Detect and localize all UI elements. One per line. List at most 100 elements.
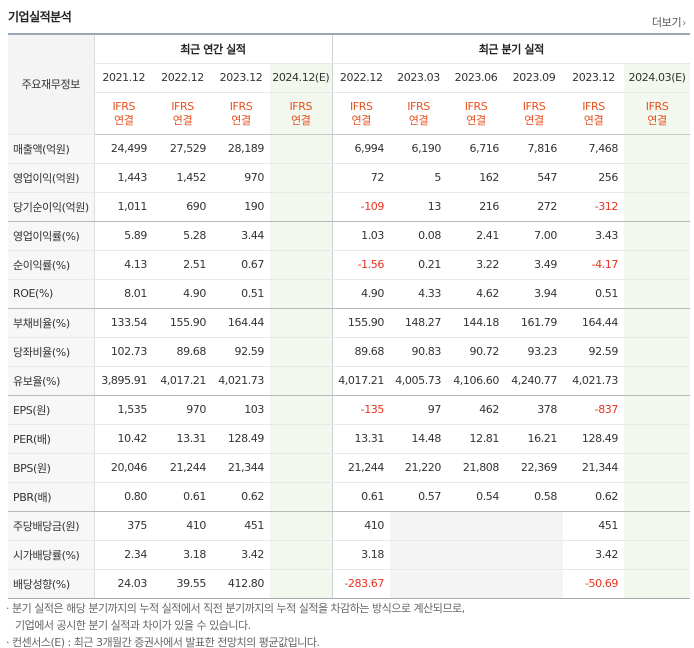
quarter-value-cell: [624, 511, 691, 541]
annual-value-cell: 4.13: [94, 250, 153, 280]
quarter-value-cell: [447, 511, 505, 541]
quarter-value-cell: 155.90: [331, 308, 390, 338]
annual-value-cell: 2.51: [153, 250, 212, 280]
quarter-value-cell: 4.90: [331, 279, 390, 309]
quarter-value-cell: [624, 540, 691, 570]
row-label: 주당배당금(원): [8, 511, 95, 541]
quarter-value-cell: 4,017.21: [331, 366, 390, 396]
quarter-value-cell: [624, 308, 691, 338]
quarter-value-cell: 0.51: [563, 279, 624, 309]
annual-value-cell: [270, 453, 332, 483]
annual-value-cell: 4,021.73: [212, 366, 270, 396]
annual-value-cell: 690: [153, 192, 212, 222]
consolidated-label: 연결: [351, 114, 372, 127]
consolidated-label: 연결: [524, 114, 544, 127]
row-label: 당기순이익(억원): [8, 192, 95, 222]
quarter-value-cell: 1.03: [331, 221, 390, 251]
table-row: 주당배당금(원) 375 410 451 410 451: [8, 511, 691, 541]
annual-value-cell: 970: [212, 163, 270, 193]
ifrs-consolidated-label: IFRS 연결: [563, 92, 624, 135]
annual-value-cell: 4,017.21: [153, 366, 212, 396]
annual-value-cell: 0.61: [153, 482, 212, 512]
quarter-period-header: 2023.03: [390, 63, 447, 93]
quarter-value-cell: -4.17: [563, 250, 624, 280]
annual-value-cell: 1,452: [153, 163, 212, 193]
quarter-value-cell: [624, 221, 691, 251]
ifrs-consolidated-label: IFRS 연결: [331, 92, 390, 135]
annual-value-cell: 3,895.91: [94, 366, 153, 396]
annual-value-cell: [270, 221, 332, 251]
ifrs-label: IFRS: [171, 100, 194, 113]
quarter-value-cell: 0.57: [390, 482, 447, 512]
quarter-value-cell: 92.59: [563, 337, 624, 367]
annual-value-cell: 410: [153, 511, 212, 541]
annual-value-cell: 5.28: [153, 221, 212, 251]
row-label: 배당성향(%): [8, 569, 95, 599]
quarter-value-cell: 128.49: [563, 424, 624, 454]
quarter-value-cell: [624, 163, 691, 193]
ifrs-label: IFRS: [582, 100, 605, 113]
quarter-value-cell: [624, 366, 691, 396]
quarter-value-cell: 4.33: [390, 279, 447, 309]
quarter-value-cell: 144.18: [447, 308, 505, 338]
row-label: ROE(%): [8, 279, 95, 309]
quarter-value-cell: 5: [390, 163, 447, 193]
annual-value-cell: [270, 395, 332, 425]
quarter-value-cell: [390, 540, 447, 570]
annual-value-cell: 3.42: [212, 540, 270, 570]
table-row: 매출액(억원) 24,499 27,529 28,189 6,994 6,190 6,716…: [8, 134, 691, 164]
quarter-value-cell: [390, 511, 447, 541]
ifrs-consolidated-label: IFRS 연결: [270, 92, 332, 135]
annual-period-header: 2022.12: [153, 63, 212, 93]
annual-value-cell: 13.31: [153, 424, 212, 454]
quarter-value-cell: 6,716: [447, 134, 505, 164]
quarter-period-header: 2023.09: [505, 63, 563, 93]
quarter-value-cell: 21,344: [563, 453, 624, 483]
table-row: 순이익률(%) 4.13 2.51 0.67 -1.56 0.21 3.22 3.49 -4.1…: [8, 250, 691, 280]
row-label: EPS(원): [8, 395, 95, 425]
annual-value-cell: 133.54: [94, 308, 153, 338]
quarter-value-cell: 22,369: [505, 453, 563, 483]
ifrs-consolidated-label: IFRS 연결: [624, 92, 691, 135]
annual-value-cell: 103: [212, 395, 270, 425]
quarter-value-cell: [624, 279, 691, 309]
annual-group-label: 최근 연간 실적: [94, 33, 332, 64]
quarter-value-cell: 13.31: [331, 424, 390, 454]
annual-value-cell: 970: [153, 395, 212, 425]
quarter-value-cell: 6,994: [331, 134, 390, 164]
financial-table: 주요재무정보 최근 연간 실적 최근 분기 실적 2021.12 2022.12 2…: [8, 33, 691, 599]
quarter-value-cell: 0.58: [505, 482, 563, 512]
quarter-value-cell: [624, 134, 691, 164]
row-label: 유보율(%): [8, 366, 95, 396]
quarter-value-cell: 0.62: [563, 482, 624, 512]
row-label: 영업이익률(%): [8, 221, 95, 251]
ifrs-consolidated-label: IFRS 연결: [212, 92, 270, 135]
quarter-value-cell: [624, 337, 691, 367]
annual-value-cell: 8.01: [94, 279, 153, 309]
quarter-value-cell: 4,240.77: [505, 366, 563, 396]
quarter-value-cell: 0.08: [390, 221, 447, 251]
ifrs-label: IFRS: [522, 100, 546, 113]
quarter-value-cell: 162: [447, 163, 505, 193]
ifrs-label: IFRS: [645, 100, 669, 113]
more-link[interactable]: 더보기›: [652, 14, 686, 30]
row-label: 부채비율(%): [8, 308, 95, 338]
quarter-value-cell: 4,021.73: [563, 366, 624, 396]
annual-value-cell: 1,011: [94, 192, 153, 222]
quarter-value-cell: 148.27: [390, 308, 447, 338]
table-row: 배당성향(%) 24.03 39.55 412.80 -283.67 -50.69: [8, 569, 691, 599]
annual-value-cell: [270, 366, 332, 396]
annual-value-cell: 0.67: [212, 250, 270, 280]
quarter-value-cell: -1.56: [331, 250, 390, 280]
table-row: PBR(배) 0.80 0.61 0.62 0.61 0.57 0.54 0.58 0.62: [8, 482, 691, 512]
quarter-period-header: 2022.12: [331, 63, 390, 93]
ifrs-consolidated-label: IFRS 연결: [447, 92, 505, 135]
quarter-value-cell: 93.23: [505, 337, 563, 367]
consolidated-label: 연결: [172, 114, 193, 127]
quarter-value-cell: [624, 569, 691, 599]
group-header-row: 주요재무정보 최근 연간 실적 최근 분기 실적: [8, 33, 691, 135]
quarter-value-cell: 13: [390, 192, 447, 222]
annual-value-cell: 21,344: [212, 453, 270, 483]
note-quarterly-1: · 분기 실적은 해당 분기까지의 누적 실적에서 직전 분기까지의 누적 실적…: [6, 602, 465, 615]
consolidated-label: 연결: [231, 114, 251, 127]
